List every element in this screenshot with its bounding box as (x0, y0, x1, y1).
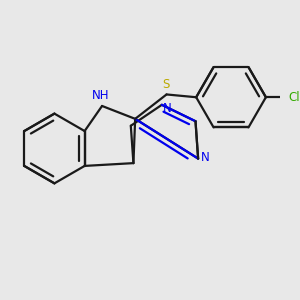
Text: N: N (201, 151, 209, 164)
Text: Cl: Cl (288, 91, 300, 104)
Text: S: S (162, 78, 169, 91)
Text: N: N (164, 102, 172, 115)
Text: NH: NH (92, 89, 109, 102)
